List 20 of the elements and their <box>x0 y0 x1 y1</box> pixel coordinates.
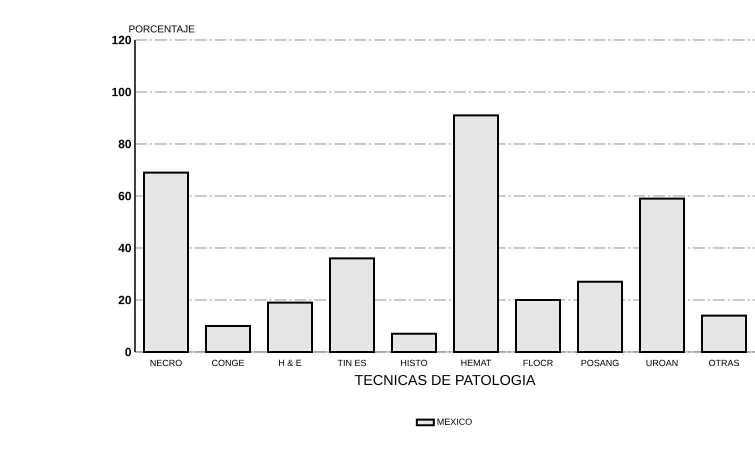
x-tick-label: H & E <box>279 360 302 366</box>
x-tick-label: UROAN <box>646 360 678 366</box>
y-tick-label: 80 <box>118 140 131 148</box>
y-tick-label: 40 <box>118 244 131 252</box>
y-tick-label: 20 <box>118 296 131 304</box>
y-tick-label: 120 <box>112 36 131 44</box>
x-tick-label: TIN ES <box>338 360 366 366</box>
x-tick-label: HISTO <box>401 360 428 366</box>
y-tick-label: 0 <box>125 348 131 356</box>
x-tick-label: CONGE <box>212 360 244 366</box>
x-tick-label: HEMAT <box>461 360 492 366</box>
y-axis-title: PORCENTAJE <box>129 25 194 32</box>
legend-label: MEXICO <box>438 418 472 425</box>
x-tick-label: FLOCR <box>524 360 553 366</box>
x-tick-label: POSANG <box>582 360 619 366</box>
y-tick-label: 100 <box>112 88 131 96</box>
x-axis-title: TECNICAS DE PATOLOGIA <box>354 374 536 386</box>
y-tick-label: 60 <box>118 192 131 200</box>
x-tick-label: OTRAS <box>708 360 740 366</box>
x-tick-label: NECRO <box>150 360 182 366</box>
